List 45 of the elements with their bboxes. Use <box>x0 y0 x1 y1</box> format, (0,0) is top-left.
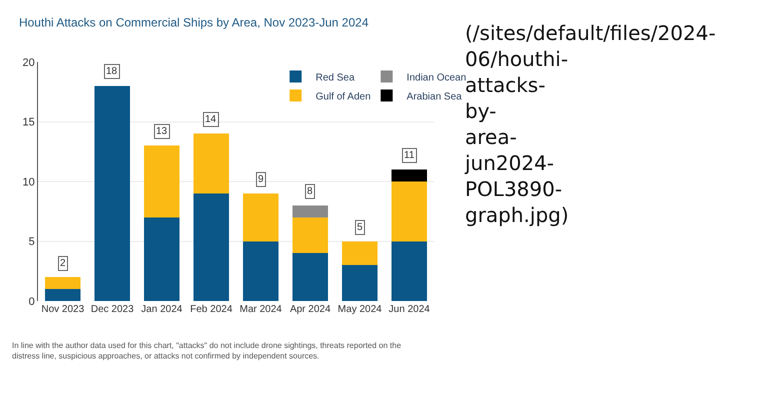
x-tick-label: Feb 2024 <box>190 304 233 315</box>
bar <box>391 182 428 242</box>
y-tick-label: 0 <box>28 296 35 308</box>
bar <box>44 277 81 290</box>
bar <box>144 146 180 218</box>
legend-label: Indian Ocean <box>406 72 466 84</box>
legend-label: Arabian Sea <box>406 91 462 102</box>
bar <box>342 241 378 266</box>
x-tick-label: Mar 2024 <box>240 304 282 315</box>
total-label: 11 <box>404 150 415 161</box>
total-label: 2 <box>60 258 66 269</box>
x-tick-label: May 2024 <box>338 304 382 315</box>
total-label: 18 <box>106 66 118 77</box>
total-label: 8 <box>307 186 313 197</box>
x-tick-label: Jun 2024 <box>388 304 430 315</box>
bar <box>342 265 378 301</box>
bar <box>292 253 328 301</box>
total-label: 9 <box>258 174 264 185</box>
y-tick-label: 15 <box>22 116 35 129</box>
bar <box>292 205 328 218</box>
x-tick-label: Dec 2023 <box>90 304 134 315</box>
bar <box>144 217 180 301</box>
bar <box>242 241 279 301</box>
x-tick-label: Nov 2023 <box>41 304 85 315</box>
x-tick-label: Jan 2024 <box>141 304 183 315</box>
x-tick-label: Apr 2024 <box>290 304 331 315</box>
legend-label: Red Sea <box>316 72 355 84</box>
bar <box>193 193 230 301</box>
text: In line with the author data used for this chart, "attacks" do not include drone sightings, threats reported on the distress line, suspicious approaches, or attacks not confirmed by independent sources. <box>12 341 404 360</box>
chart-title: Houthi Attacks on Commercial Ships by Area, Nov 2023-Jun 2024 <box>18 15 369 30</box>
bar <box>44 289 81 301</box>
legend-label: Gulf of Aden <box>316 91 371 102</box>
text: (/sites/default/files/2024-06/houthi-attacks-by-area-jun2024-POL3890-graph.jpg) <box>464 21 716 227</box>
bar <box>391 170 428 182</box>
y-tick-label: 20 <box>22 56 35 69</box>
y-tick-label: 5 <box>28 236 35 248</box>
bar <box>94 86 130 301</box>
bar <box>193 134 230 194</box>
total-label: 14 <box>205 114 217 125</box>
bar <box>292 217 328 254</box>
bar <box>242 193 279 242</box>
total-label: 5 <box>357 222 363 233</box>
y-tick-label: 10 <box>22 176 35 188</box>
bar <box>391 241 428 301</box>
total-label: 13 <box>156 126 168 137</box>
